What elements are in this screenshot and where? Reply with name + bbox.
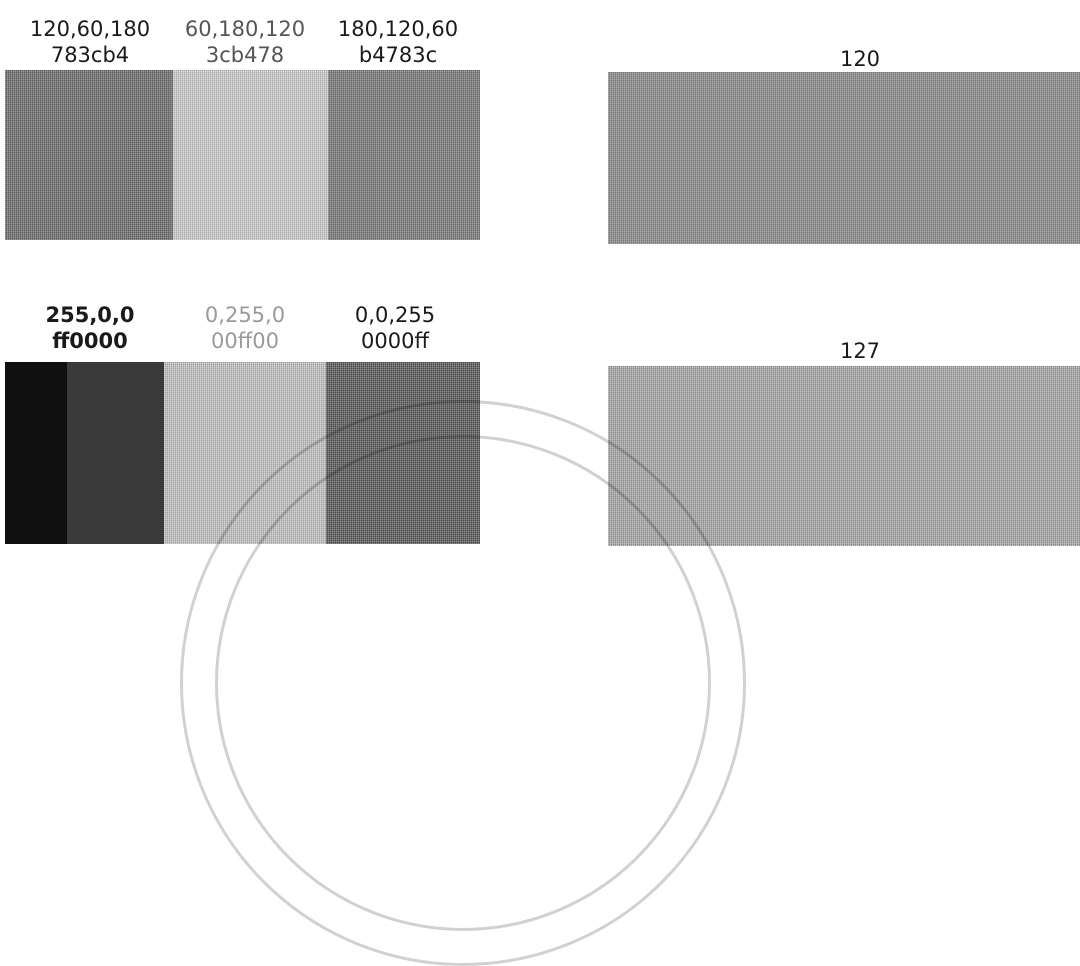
watermark-seal-inner — [215, 435, 711, 931]
hex-text: 783cb4 — [50, 43, 130, 67]
gray-value-text: 127 — [839, 339, 881, 363]
swatch-label-ff0000: 255,0,0 ff0000 — [10, 302, 170, 354]
swatch-label-0000ff: 0,0,255 0000ff — [315, 302, 475, 354]
swatch-label-b4783c: 180,120,60 b4783c — [318, 16, 478, 68]
swatch-label-3cb478: 60,180,120 3cb478 — [165, 16, 325, 68]
gray-label-127: 127 — [780, 338, 940, 364]
gray-label-120: 120 — [780, 46, 940, 72]
hex-text: 00ff00 — [211, 329, 279, 353]
rgb-text: 180,120,60 — [337, 17, 459, 41]
swatch-3cb478 — [173, 70, 328, 240]
swatch-783cb4 — [5, 70, 173, 240]
hex-text: b4783c — [358, 43, 438, 67]
swatch-label-00ff00: 0,255,0 00ff00 — [165, 302, 325, 354]
rgb-text: 255,0,0 — [45, 303, 135, 327]
hex-text: ff0000 — [52, 329, 128, 353]
hex-text: 0000ff — [361, 329, 429, 353]
swatch-ff0000-dark-band — [5, 362, 67, 544]
gray-swatch-120 — [608, 72, 1080, 244]
swatch-ff0000 — [67, 362, 164, 544]
hex-text: 3cb478 — [205, 43, 285, 67]
gray-value-text: 120 — [839, 47, 881, 71]
rgb-text: 0,255,0 — [204, 303, 286, 327]
rgb-text: 60,180,120 — [184, 17, 306, 41]
swatch-label-783cb4: 120,60,180 783cb4 — [0, 16, 180, 68]
rgb-text: 120,60,180 — [29, 17, 151, 41]
swatch-b4783c — [328, 70, 480, 240]
rgb-text: 0,0,255 — [354, 303, 436, 327]
